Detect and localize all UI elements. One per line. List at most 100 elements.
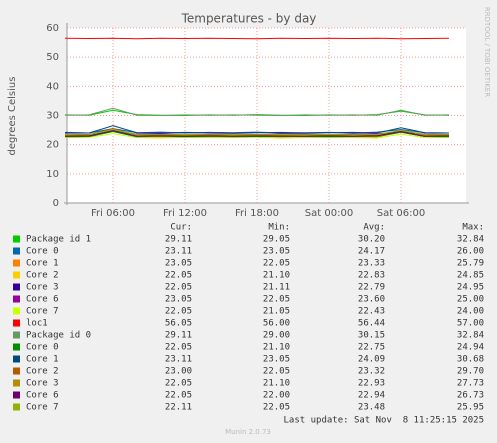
legend-label: Core 3 [26,379,59,389]
legend-stat: 26.73 [457,391,484,401]
legend-stat: 30.20 [358,235,385,245]
legend-stat: 22.05 [165,391,192,401]
legend-stat: 23.48 [358,403,385,413]
legend-swatch [13,355,20,363]
legend-swatch [13,235,20,243]
legend-header: Cur: [170,223,192,233]
legend-label: Core 1 [26,355,59,365]
legend-stat: 23.05 [165,295,192,305]
last-update: Last update: Sat Nov 8 11:25:15 2025 [284,416,484,426]
legend-stat: 22.05 [263,367,290,377]
legend-stat: 25.79 [457,259,484,269]
legend-stat: 29.05 [263,235,290,245]
legend-stat: 25.95 [457,403,484,413]
legend-swatch [13,271,20,279]
legend-label: Package id 1 [26,235,91,245]
legend-stat: 21.10 [263,271,290,281]
legend-stat: 24.17 [358,247,385,257]
legend-stat: 56.44 [358,319,385,329]
legend-stat: 23.05 [263,247,290,257]
legend-swatch [13,403,20,411]
legend-stat: 24.85 [457,271,484,281]
series-line [64,130,450,137]
legend-stat: 30.15 [358,331,385,341]
legend-stat: 23.60 [358,295,385,305]
series-line [64,128,450,136]
y-axis-label: degrees Celsius [7,77,18,156]
legend-swatch [13,259,20,267]
legend-swatch [13,343,20,351]
legend-stat: 21.10 [263,343,290,353]
legend-stat: 22.05 [165,343,192,353]
legend-label: Core 6 [26,295,59,305]
legend-stat: 32.84 [457,331,484,341]
legend-stat: 22.94 [358,391,385,401]
legend-label: Core 0 [26,343,59,353]
legend-stat: 56.05 [165,319,192,329]
legend-stat: 22.43 [358,307,385,317]
legend-stat: 23.11 [165,247,192,257]
legend-stat: 26.00 [457,247,484,257]
x-tick-label: Sat 00:00 [305,208,353,219]
series-line [64,133,450,139]
y-tick-label: 50 [46,52,59,63]
legend-stat: 22.05 [165,271,192,281]
legend-stat: 24.94 [457,343,484,353]
legend-stat: 21.10 [263,379,290,389]
legend-swatch [13,367,20,375]
legend-label: Core 7 [26,403,59,413]
legend-swatch [13,391,20,399]
x-tick-label: Fri 18:00 [235,208,279,219]
legend-stat: 22.05 [263,295,290,305]
legend-stat: 29.11 [165,331,192,341]
legend-label: Package id 0 [26,331,91,341]
legend-stat: 24.00 [457,307,484,317]
legend-stat: 22.79 [358,283,385,293]
y-tick-label: 60 [46,23,59,34]
legend-stat: 22.05 [165,283,192,293]
legend-stat: 22.05 [165,379,192,389]
legend-stat: 29.00 [263,331,290,341]
legend-stat: 22.05 [263,259,290,269]
y-tick-label: 40 [46,81,59,92]
legend-stat: 23.00 [165,367,192,377]
legend-header: Min: [268,223,290,233]
legend-stat: 22.75 [358,343,385,353]
legend-stat: 30.68 [457,355,484,365]
legend-stat: 32.84 [457,235,484,245]
legend-swatch [13,319,20,327]
legend-stat: 23.11 [165,355,192,365]
legend-stat: 23.32 [358,367,385,377]
legend-label: Core 6 [26,391,59,401]
legend-stat: 24.95 [457,283,484,293]
x-tick-label: Sat 06:00 [377,208,425,219]
legend-swatch [13,307,20,315]
legend-swatch [13,283,20,291]
series-line [64,125,450,134]
footer: Munin 2.0.73 [225,428,271,436]
legend-stat: 57.00 [457,319,484,329]
legend-label: Core 2 [26,367,59,377]
y-tick-label: 30 [46,111,59,122]
legend-swatch [13,331,20,339]
legend-stat: 25.00 [457,295,484,305]
legend-stat: 23.05 [263,355,290,365]
legend-stat: 21.05 [263,307,290,317]
legend-label: Core 0 [26,247,59,257]
y-tick-label: 0 [53,198,59,209]
x-tick-label: Fri 12:00 [163,208,207,219]
legend-stat: 29.11 [165,235,192,245]
legend-stat: 56.00 [263,319,290,329]
x-tick-label: Fri 06:00 [91,208,135,219]
legend-stat: 23.33 [358,259,385,269]
legend-swatch [13,379,20,387]
legend-stat: 22.93 [358,379,385,389]
series-line [64,37,450,40]
legend-stat: 24.09 [358,355,385,365]
legend-stat: 27.73 [457,379,484,389]
chart-title: Temperatures - by day [181,12,317,26]
legend-label: Core 7 [26,307,59,317]
legend-swatch [13,295,20,303]
y-tick-label: 10 [46,169,59,180]
